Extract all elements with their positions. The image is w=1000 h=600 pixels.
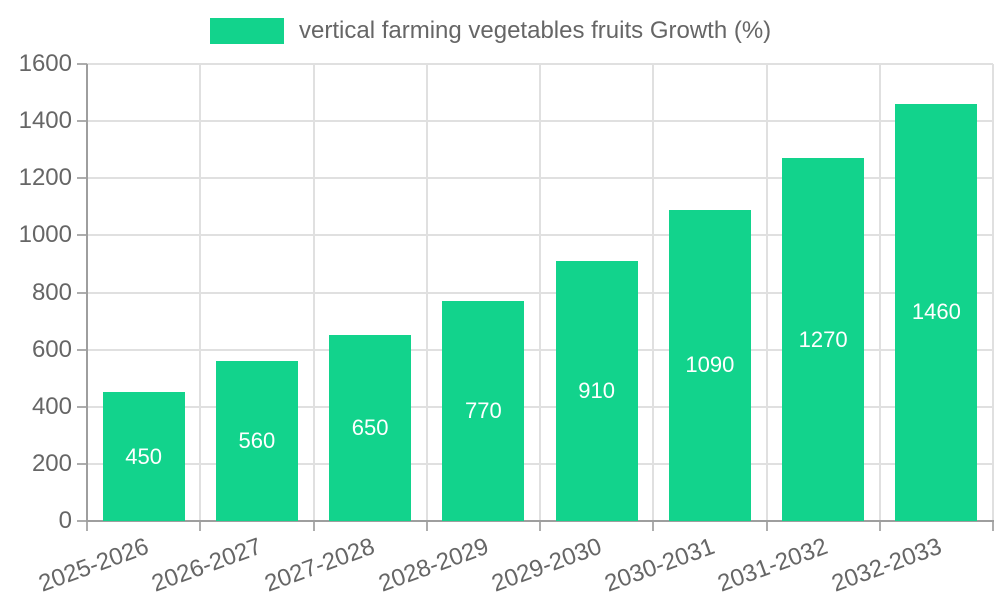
bar-value-label: 770 [465,398,502,424]
y-tick-label: 0 [58,507,72,534]
y-tick-label: 800 [31,278,72,306]
x-tick-mark [199,521,202,531]
v-gridline [878,64,881,521]
x-tick-label: 2025-2026 [34,532,153,598]
y-tick-label: 600 [31,335,72,363]
x-tick-mark [992,521,994,531]
bar [442,301,525,521]
v-gridline [539,64,541,521]
bar-value-label: 650 [351,415,389,441]
x-tick-label: 2026-2027 [148,532,266,598]
y-tick-mark [77,291,87,294]
y-axis-line [86,64,88,521]
legend-label: vertical farming vegetables fruits Growt… [299,17,772,44]
y-tick-label: 1400 [18,107,72,135]
x-tick-mark [312,521,315,531]
x-tick-label: 2028-2029 [374,532,492,598]
legend-swatch-icon [210,18,284,44]
v-gridline [765,64,768,521]
y-tick-mark [77,177,87,180]
y-tick-mark [77,63,87,65]
y-tick-label: 1200 [18,164,72,192]
y-tick-label: 1000 [18,221,72,249]
x-tick-label: 2029-2030 [487,532,606,598]
y-tick-label: 400 [31,392,72,420]
x-tick-label: 2027-2028 [261,532,379,598]
x-tick-mark [652,521,655,531]
x-tick-mark [539,521,541,531]
bar-value-label: 910 [578,378,615,404]
legend: vertical farming vegetables fruits Growt… [210,16,771,46]
bar [329,335,412,521]
y-tick-mark [77,462,87,465]
x-tick-mark [86,521,88,531]
y-tick-mark [77,520,87,522]
bar-value-label: 450 [125,443,162,469]
bar-value-label: 1460 [911,299,961,325]
bar-value-label: 1090 [685,352,735,378]
v-gridline [992,64,994,521]
v-gridline [652,64,655,521]
x-tick-label: 2031-2032 [714,532,832,598]
bar [895,103,978,521]
bar [215,361,298,521]
bar [555,261,638,521]
x-tick-mark [878,521,881,531]
bar [102,392,185,521]
y-tick-label: 1600 [18,50,72,77]
x-tick-mark [425,521,428,531]
v-gridline [199,64,202,521]
bar [668,209,751,521]
x-tick-label: 2030-2031 [601,532,719,598]
bar [782,158,865,521]
v-gridline [425,64,428,521]
y-tick-mark [77,234,87,237]
x-tick-mark [765,521,768,531]
v-gridline [312,64,315,521]
y-tick-mark [77,405,87,408]
y-tick-mark [77,120,87,123]
x-tick-label: 2032-2033 [827,532,945,598]
bar-value-label: 1270 [798,326,848,352]
y-tick-mark [77,348,87,351]
bar-value-label: 560 [238,428,276,454]
x-axis-line [86,520,994,522]
y-tick-label: 200 [31,449,72,477]
